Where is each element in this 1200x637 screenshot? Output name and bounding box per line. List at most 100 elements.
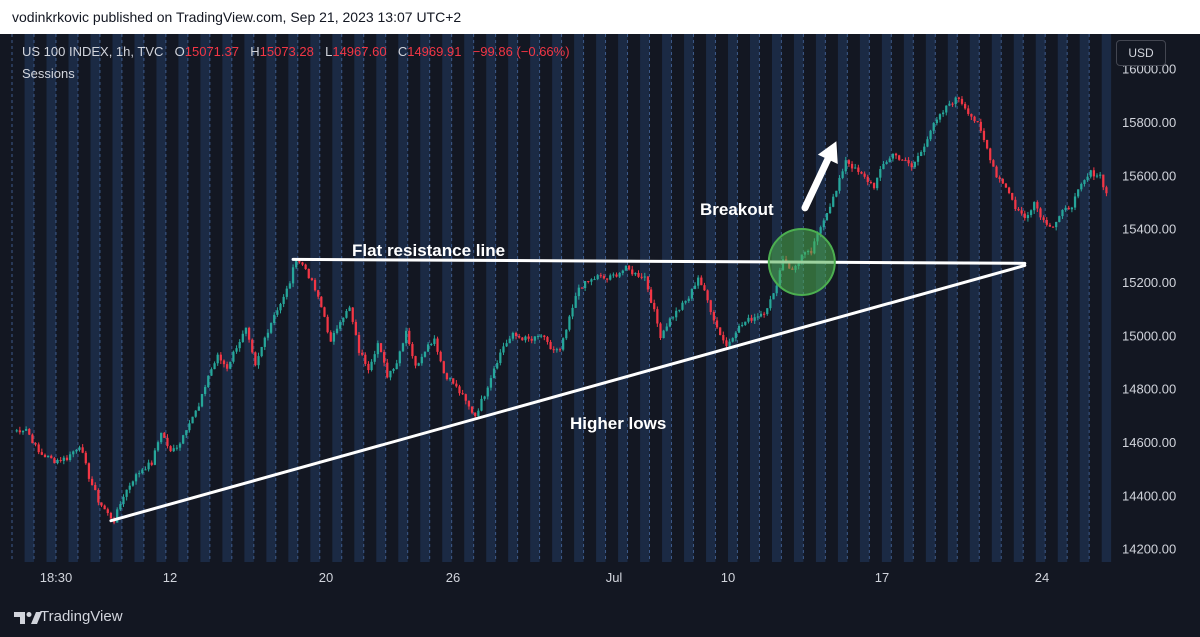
candle-body [150,462,153,465]
candle-body [84,452,87,464]
candle-body [200,393,204,407]
flat-resistance-label: Flat resistance line [352,241,505,260]
candle-body [486,387,489,397]
tradingview-logo-icon[interactable] [14,610,42,626]
candle-body [144,469,147,471]
candle-body [125,489,128,497]
higher-lows-trendline [109,263,1027,523]
candle-body [458,386,461,394]
candle-body [957,97,960,99]
candle-body [913,161,916,168]
candle-body [593,279,596,281]
session-band [1101,34,1112,562]
open-value: 15071.37 [184,44,239,59]
tradingview-brand[interactable]: TradingView [40,608,123,625]
candle-body [185,430,188,436]
candle-body [514,332,518,337]
candle-body [188,423,191,431]
session-band [1079,34,1090,562]
candle-body [288,283,292,289]
candle-body [822,220,825,228]
candle-body [282,296,285,304]
candle-body [433,338,436,344]
candle-body [1017,209,1020,211]
higher-lows-label: Higher lows [570,414,666,433]
candle-body [1014,199,1017,210]
candle-body [910,163,913,168]
candle-body [894,153,898,156]
candle-body [979,121,982,131]
candle-body [1064,207,1067,210]
session-band [662,34,672,562]
candle-body [1045,219,1048,225]
candle-body [128,485,131,490]
symbol-legend[interactable]: US 100 INDEX, 1h, TVC O15071.37 H15073.2… [22,44,570,59]
candle-body [505,343,508,347]
footer: TradingView [0,600,1200,637]
candle-body [367,363,370,371]
chart-area[interactable]: Flat resistance line Higher lows Breakout … [0,34,1200,600]
session-band [486,34,496,562]
candle-body [1029,210,1033,216]
sessions-indicator[interactable]: Sessions [22,66,75,81]
candle-body [295,260,298,268]
session-band [749,34,760,562]
candle-body [1061,209,1064,217]
candle-body [210,369,213,376]
change-value: −99.86 (−0.66%) [472,44,570,59]
candle-body [345,311,348,318]
candle-body [747,317,750,322]
price-tick-label: 15000.00 [1122,328,1176,343]
candle-body [857,167,860,172]
candle-body [436,338,439,352]
candle-body [266,332,270,338]
currency-button[interactable]: USD [1116,40,1166,66]
session-band [640,34,650,562]
candle-body [72,451,75,455]
candle-body [558,349,562,351]
candle-body [1080,183,1083,190]
candle-body [621,270,624,273]
session-band [200,34,210,562]
candle-body [970,113,973,117]
candle-body [627,265,631,270]
candle-body [976,121,979,123]
candle-body [452,378,455,384]
time-tick-label: 12 [163,570,177,585]
candle-body [116,509,119,523]
candle-body [599,275,602,277]
candle-body [404,330,408,344]
candle-body [879,169,882,178]
candle-body [408,330,411,345]
candle-body [251,339,254,353]
candle-body [989,148,992,161]
candle-body [775,285,778,294]
candle-body [28,428,31,435]
candle-body [568,316,571,330]
breakout-label: Breakout [700,200,774,219]
candle-body [53,458,56,464]
candle-body [901,159,904,161]
price-tick-label: 15400.00 [1122,222,1176,237]
candle-body [982,130,986,140]
symbol-name[interactable]: US 100 INDEX, 1h, TVC [22,44,164,59]
candle-body [596,275,599,280]
candle-body [527,336,530,339]
session-band [969,34,980,562]
candle-body [565,329,568,339]
candle-body [235,348,238,352]
session-band [420,34,430,562]
close-value: 14969.91 [407,44,462,59]
candle-body [163,432,166,438]
candle-body [653,302,656,310]
candle-body [75,449,78,452]
session-band [771,34,782,562]
low-label: L [325,44,333,59]
candle-body [1051,226,1055,228]
candle-body [863,173,866,177]
candle-body [753,317,756,321]
candle-body [885,162,888,165]
candle-body [106,509,109,513]
candle-body [508,338,511,344]
